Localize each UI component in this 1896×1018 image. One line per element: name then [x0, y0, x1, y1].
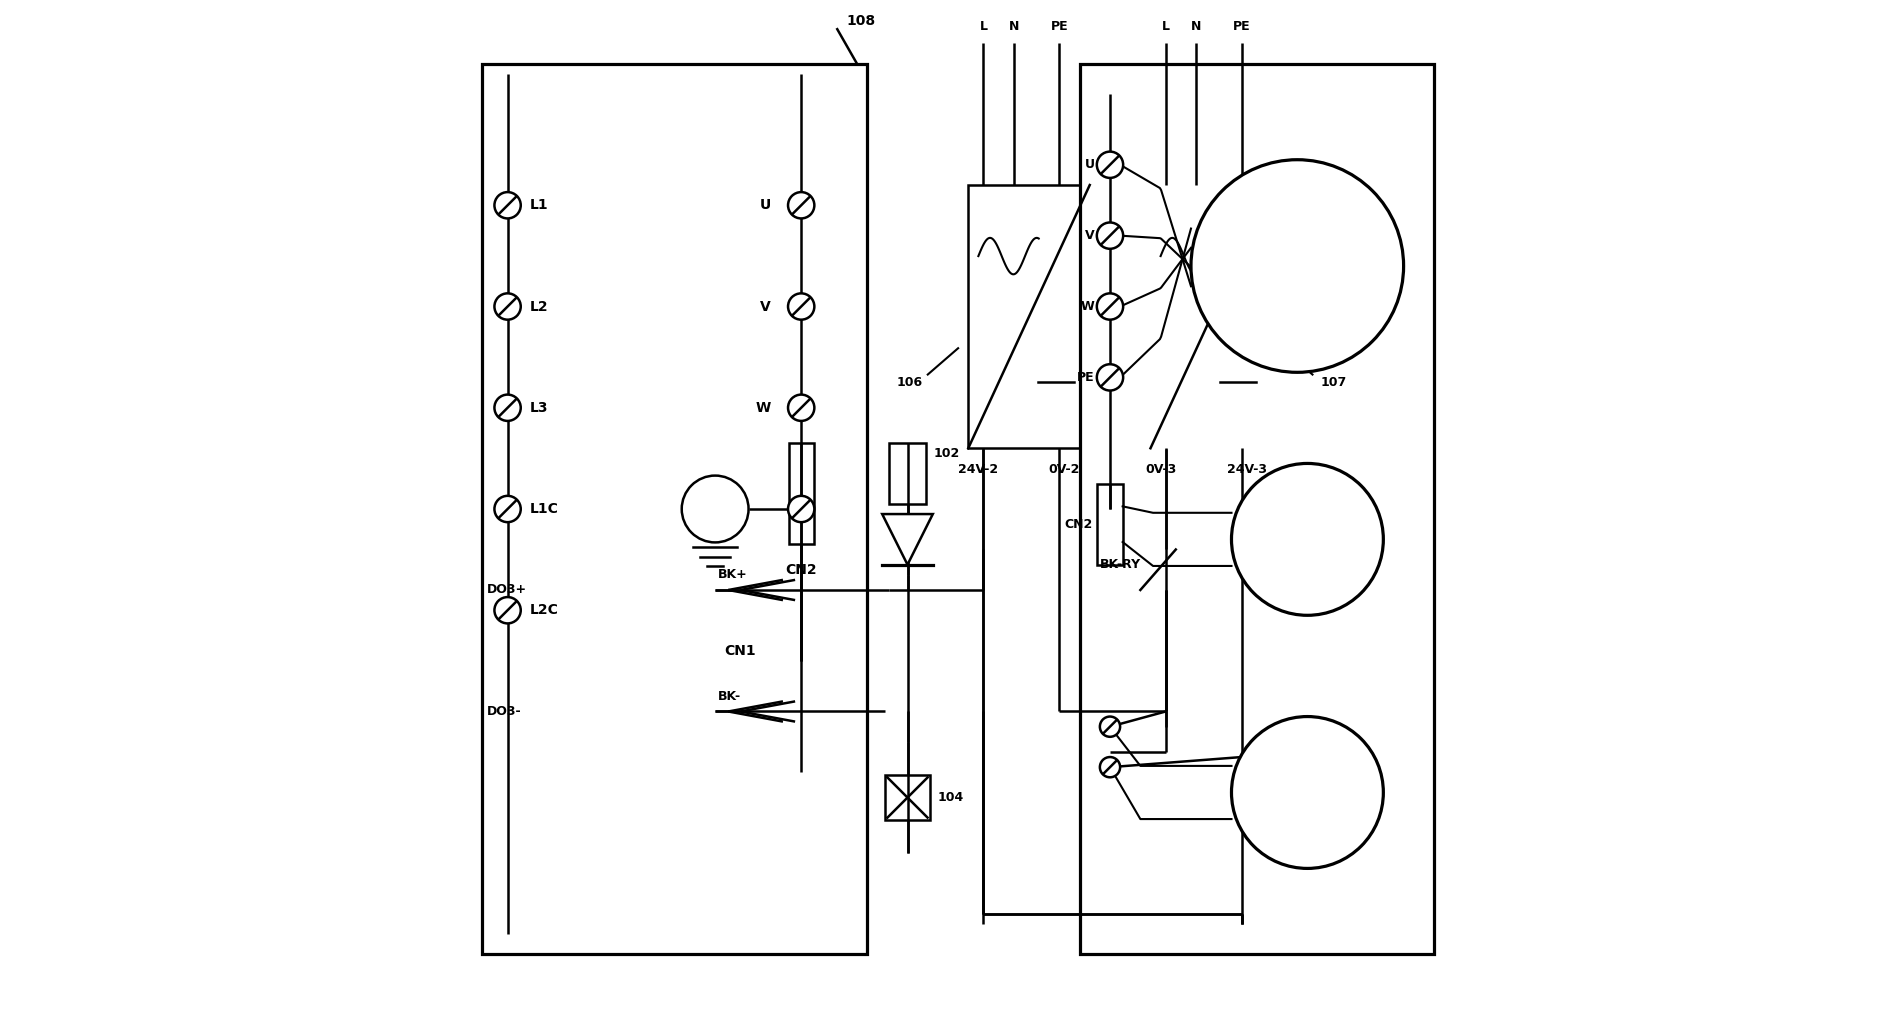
Text: 105: 105 [1291, 531, 1323, 547]
Polygon shape [882, 514, 933, 565]
Text: W: W [1081, 300, 1094, 313]
Text: V: V [760, 299, 772, 314]
Text: PE: PE [1232, 20, 1251, 34]
Circle shape [495, 192, 521, 219]
Text: 101: 101 [1282, 259, 1314, 274]
Bar [889, 443, 925, 504]
Bar [1151, 185, 1272, 448]
Text: L2C: L2C [529, 604, 559, 617]
Text: CN2: CN2 [785, 563, 817, 577]
Text: DO3-: DO3- [487, 705, 521, 718]
Text: 24V-3: 24V-3 [1227, 463, 1267, 476]
Circle shape [789, 192, 815, 219]
Text: BK-RY: BK-RY [1100, 558, 1141, 571]
Text: CN1: CN1 [724, 643, 757, 658]
Circle shape [789, 293, 815, 320]
Circle shape [1096, 293, 1122, 320]
Text: L2: L2 [529, 299, 548, 314]
Circle shape [495, 598, 521, 623]
Bar [1098, 484, 1122, 565]
Text: N: N [1191, 20, 1202, 34]
Circle shape [1096, 223, 1122, 248]
Circle shape [1096, 152, 1122, 178]
Text: CN2: CN2 [1064, 518, 1092, 530]
Circle shape [789, 496, 815, 522]
Bar [482, 63, 866, 955]
Bar [789, 443, 813, 545]
Text: L1C: L1C [529, 502, 559, 516]
Text: L: L [1162, 20, 1170, 34]
Text: U: U [760, 199, 772, 213]
Text: N: N [1009, 20, 1018, 34]
Text: 24V-2: 24V-2 [957, 463, 999, 476]
Text: V: V [1085, 229, 1094, 242]
Text: 103: 103 [1291, 785, 1323, 800]
Text: L3: L3 [529, 401, 548, 414]
Text: 107: 107 [1322, 376, 1346, 389]
Bar [1079, 63, 1433, 955]
Text: L: L [980, 20, 988, 34]
Text: 0V-3: 0V-3 [1145, 463, 1176, 476]
Text: L1: L1 [529, 199, 548, 213]
Circle shape [495, 293, 521, 320]
Circle shape [1232, 717, 1384, 868]
Circle shape [1100, 717, 1121, 737]
Text: 102: 102 [935, 447, 959, 460]
Text: PE: PE [1077, 371, 1094, 384]
Bar [885, 776, 929, 819]
Text: U: U [1085, 158, 1094, 171]
Text: BK+: BK+ [719, 568, 747, 581]
Circle shape [683, 475, 749, 543]
Text: PE: PE [1050, 20, 1067, 34]
Circle shape [1232, 463, 1384, 615]
Circle shape [789, 395, 815, 420]
Text: 108: 108 [848, 14, 876, 29]
Text: BK-: BK- [719, 690, 741, 702]
Circle shape [1096, 364, 1122, 391]
Circle shape [1191, 160, 1403, 373]
Text: 104: 104 [939, 791, 965, 804]
Text: 106: 106 [897, 376, 923, 389]
Bar [969, 185, 1090, 448]
Text: W: W [757, 401, 772, 414]
Text: 0V-2: 0V-2 [1048, 463, 1081, 476]
Text: DO3+: DO3+ [487, 583, 527, 597]
Circle shape [495, 395, 521, 420]
Circle shape [495, 496, 521, 522]
Circle shape [1100, 757, 1121, 778]
